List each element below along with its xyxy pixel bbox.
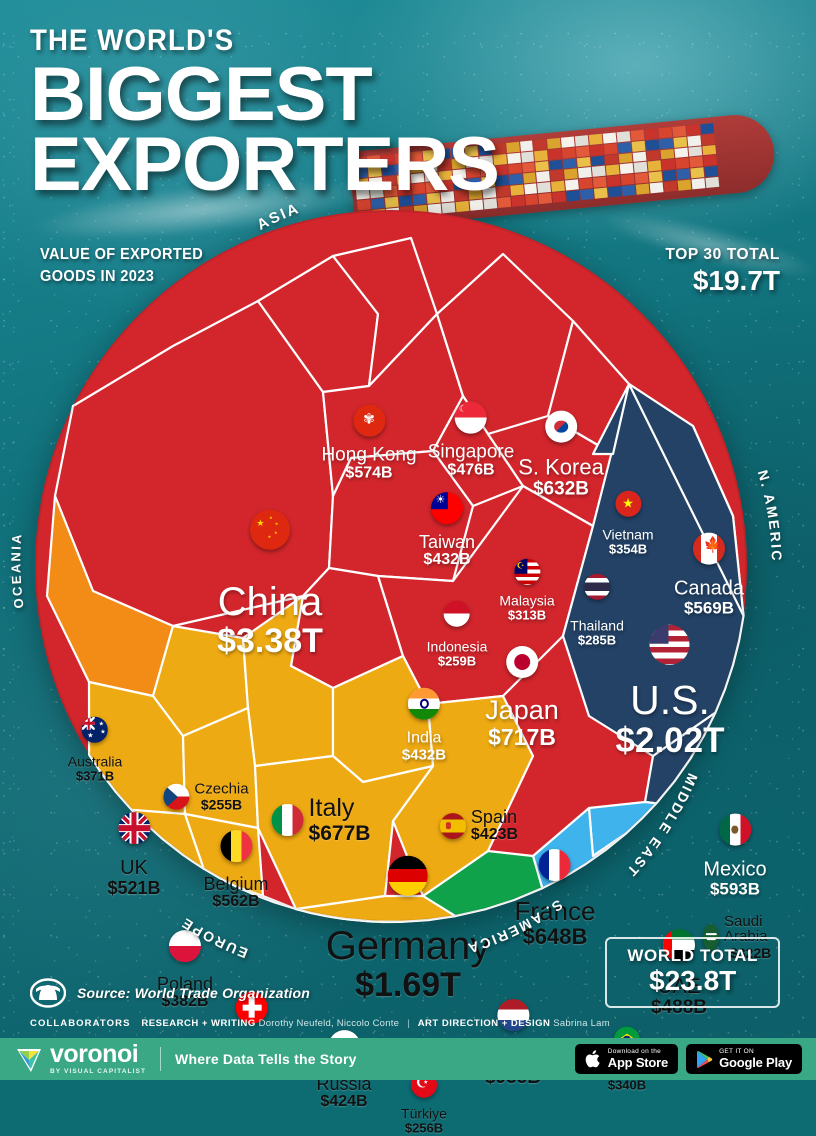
country-value-t-rkiye: $256B: [404, 1121, 444, 1136]
google-play-top-label: GET IT ON: [719, 1047, 755, 1055]
research-value: Dorothy Neufeld, Niccolo Conte: [258, 1018, 400, 1029]
collab-separator: |: [407, 1018, 410, 1029]
voronoi-cell-t-rkiye: [324, 914, 402, 924]
subtitle-line-1: VALUE OF EXPORTED: [40, 246, 204, 263]
google-play-bottom-label: Google Play: [719, 1054, 792, 1070]
footer-bar: voronoi BY VISUAL CAPITALIST Where Data …: [0, 1038, 816, 1080]
collaborators-row: COLLABORATORS RESEARCH + WRITING Dorothy…: [30, 1018, 610, 1029]
top30-total-value: $19.7T: [692, 265, 780, 296]
title-line-2: BIGGEST EXPORTERS: [30, 52, 500, 207]
voronoi-chart: [33, 196, 749, 936]
subtitle: VALUE OF EXPORTED GOODS IN 2023: [40, 244, 203, 289]
world-total-callout: WORLD TOTAL $23.8T: [605, 937, 780, 1008]
design-key: ART DIRECTION + DESIGN: [417, 1018, 551, 1029]
footer-tagline: Where Data Tells the Story: [175, 1051, 357, 1067]
country-value-russia: $424B: [320, 1093, 368, 1111]
top30-total-callout: TOP 30 TOTAL $19.7T: [665, 246, 780, 297]
source-row: Source: World Trade Organization: [30, 978, 310, 1008]
brand-wordmark: voronoi: [50, 1040, 139, 1069]
voronoi-cell-china: [53, 299, 335, 628]
google-play-icon: [697, 1050, 713, 1068]
apple-icon: [585, 1050, 600, 1068]
research-key: RESEARCH + WRITING: [141, 1018, 256, 1029]
brand-subtitle: BY VISUAL CAPITALIST: [50, 1067, 147, 1075]
collaborators-heading: COLLABORATORS: [30, 1018, 131, 1029]
google-play-button[interactable]: GET IT ON Google Play: [686, 1044, 802, 1074]
title-line-1: THE WORLD'S: [30, 24, 235, 57]
voronoi-logo-icon: [17, 1048, 41, 1072]
voronoi-brand[interactable]: voronoi BY VISUAL CAPITALIST: [14, 1040, 147, 1075]
design-value: Sabrina Lam: [553, 1018, 610, 1029]
footer-divider: [160, 1047, 162, 1071]
subtitle-line-2: GOODS IN 2023: [40, 268, 155, 286]
voronoi-cell-canada: [591, 382, 745, 617]
voronoi-svg: [35, 210, 747, 924]
top30-total-label: TOP 30 TOTAL: [665, 246, 780, 263]
country-value-brazil: $340B: [607, 1078, 647, 1094]
page-title: THE WORLD'S BIGGEST EXPORTERS: [30, 24, 816, 207]
app-store-button[interactable]: Download on the App Store: [574, 1044, 679, 1074]
country-label-t-rkiye: ☪ Türkiye $256B: [401, 1071, 447, 1136]
country-name-t-rkiye: Türkiye: [401, 1105, 447, 1122]
app-store-bottom-label: App Store: [607, 1054, 669, 1070]
world-total-label: WORLD TOTAL: [627, 946, 758, 965]
source-text: Source: World Trade Organization: [77, 985, 311, 1001]
wto-logo-icon: [30, 978, 66, 1008]
voronoi-cell-germany: [253, 754, 435, 911]
country-label-russia: Russia $424B: [316, 1030, 372, 1111]
world-total-value: $23.8T: [649, 965, 737, 996]
voronoi-cell-saudi-arabia: [587, 800, 658, 858]
